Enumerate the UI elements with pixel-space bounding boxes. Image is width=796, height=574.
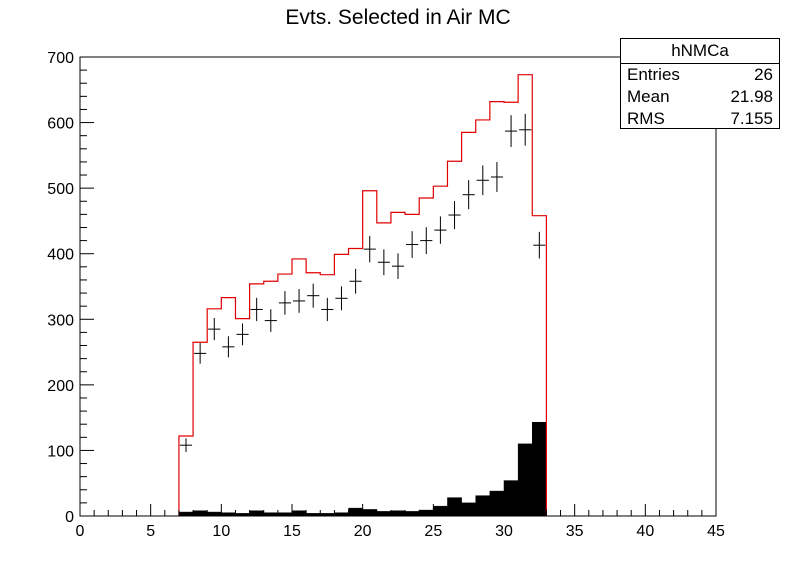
filled-bar (249, 510, 264, 517)
x-tick-label: 40 (636, 523, 654, 540)
data-point (208, 318, 221, 341)
data-point (448, 200, 461, 230)
filled-bar (503, 480, 519, 517)
filled-bar (517, 443, 533, 517)
data-point (505, 115, 518, 147)
y-tick-label: 0 (65, 509, 74, 526)
filled-bar (390, 510, 406, 517)
x-tick-label: 5 (146, 523, 155, 540)
data-point (519, 113, 532, 146)
filled-bar (376, 511, 392, 517)
data-point (476, 165, 489, 196)
stats-value: 7.155 (730, 109, 773, 128)
data-point (349, 268, 362, 294)
data-point (194, 343, 207, 364)
filled-bar (263, 512, 279, 517)
filled-bar (291, 510, 307, 517)
y-tick-label: 300 (47, 312, 74, 329)
filled-bar (348, 507, 363, 517)
x-tick-label: 15 (283, 523, 301, 540)
x-tick-label: 25 (424, 523, 442, 540)
filled-bar (235, 513, 250, 517)
stats-row-entries: Entries 26 (621, 64, 779, 86)
data-point (236, 323, 249, 346)
filled-bar (206, 511, 222, 517)
data-point (335, 286, 348, 311)
data-point (321, 297, 334, 322)
data-point (406, 231, 419, 258)
data-point (377, 249, 390, 276)
data-point (533, 231, 546, 259)
data-markers (179, 113, 546, 452)
filled-bar (178, 511, 194, 517)
filled-bar (320, 513, 335, 517)
filled-bar (192, 510, 208, 517)
stats-box-name: hNMCa (621, 39, 779, 64)
x-tick-label: 45 (707, 523, 725, 540)
data-point (222, 336, 235, 358)
red-histogram-line (178, 74, 547, 516)
x-tick-label: 0 (76, 523, 85, 540)
x-tick-label: 30 (495, 523, 513, 540)
y-tick-label: 400 (47, 247, 74, 264)
y-tick-label: 100 (47, 443, 74, 460)
stats-value: 26 (754, 65, 773, 84)
stats-label: Mean (627, 87, 670, 106)
x-tick-label: 35 (566, 523, 584, 540)
filled-bar (475, 495, 491, 517)
stats-box: hNMCa Entries 26 Mean 21.98 RMS 7.155 (620, 38, 780, 129)
axes: 0 5 10 15 20 25 30 35 40 45 0 100 200 300 400 500 600 700 (47, 50, 725, 540)
stats-label: Entries (627, 65, 680, 84)
data-point (293, 289, 306, 313)
data-point (420, 227, 433, 255)
y-tick-label: 200 (47, 378, 74, 395)
filled-bar (221, 512, 236, 517)
filled-bar (404, 511, 420, 517)
filled-bar (418, 509, 434, 517)
red-outline-histogram (178, 74, 547, 516)
x-tick-label: 20 (354, 523, 372, 540)
data-point (490, 162, 503, 192)
data-point (462, 180, 475, 210)
data-point (434, 216, 447, 244)
filled-bar (489, 490, 505, 517)
stats-label: RMS (627, 109, 665, 128)
stats-row-mean: Mean 21.98 (621, 86, 779, 108)
data-point (363, 235, 376, 263)
y-tick-label: 600 (47, 116, 74, 133)
data-point (264, 309, 277, 332)
data-point (179, 438, 193, 452)
data-point (307, 283, 320, 308)
y-tick-label: 500 (47, 181, 74, 198)
x-tick-label: 10 (212, 523, 230, 540)
filled-bar (433, 505, 448, 517)
y-tick-label: 700 (47, 50, 74, 67)
filled-bar (362, 509, 378, 517)
data-point (391, 253, 405, 279)
filled-bar (447, 497, 462, 517)
filled-bar (532, 421, 547, 517)
stats-value: 21.98 (730, 87, 773, 106)
filled-bar (334, 512, 349, 517)
filled-histogram (178, 421, 547, 517)
chart-title: Evts. Selected in Air MC (285, 6, 511, 29)
data-point (250, 297, 263, 322)
filled-bar (305, 513, 321, 517)
filled-bar (277, 512, 293, 517)
filled-bar (461, 502, 476, 517)
data-point (278, 291, 291, 315)
stats-row-rms: RMS 7.155 (621, 108, 779, 130)
